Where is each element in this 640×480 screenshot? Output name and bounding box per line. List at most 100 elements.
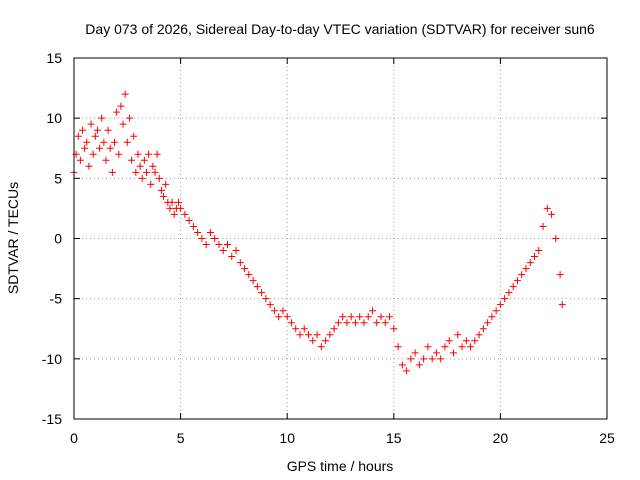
- data-point: [445, 337, 453, 345]
- y-tick-label: -5: [50, 291, 63, 307]
- plot-frame: [73, 57, 608, 420]
- data-point: [407, 355, 415, 363]
- data-point: [108, 168, 116, 176]
- data-point: [364, 313, 372, 321]
- data-point: [403, 367, 411, 375]
- data-point: [501, 295, 509, 303]
- x-tick-label: 5: [177, 430, 185, 446]
- y-tick-label: -10: [42, 351, 62, 367]
- data-point: [136, 162, 144, 170]
- data-point: [270, 307, 278, 315]
- data-point: [556, 271, 564, 279]
- data-point: [151, 168, 159, 176]
- data-point: [513, 277, 521, 285]
- data-point: [548, 210, 556, 218]
- data-point: [339, 313, 347, 321]
- data-point: [347, 313, 355, 321]
- data-point: [424, 343, 432, 351]
- data-point: [93, 126, 101, 134]
- data-point: [211, 235, 219, 242]
- data-point: [130, 132, 138, 140]
- data-point: [415, 361, 423, 369]
- y-tick-label: 0: [54, 231, 62, 247]
- x-tick-label: 20: [493, 430, 509, 446]
- data-point: [253, 283, 261, 291]
- data-point: [552, 235, 560, 242]
- data-point: [100, 138, 108, 146]
- data-point: [266, 301, 274, 309]
- data-point: [228, 253, 236, 261]
- data-point: [467, 343, 475, 351]
- data-point: [535, 247, 543, 255]
- data-point: [168, 198, 176, 206]
- data-point: [224, 241, 232, 249]
- data-point: [449, 349, 457, 357]
- data-point: [162, 180, 170, 188]
- data-point: [177, 204, 185, 212]
- data-point: [300, 325, 308, 333]
- data-point: [296, 331, 304, 339]
- data-point: [326, 331, 334, 339]
- data-point: [202, 241, 210, 249]
- data-point: [351, 319, 359, 327]
- data-point: [317, 343, 325, 351]
- x-tick-label: 25: [599, 430, 615, 446]
- data-point: [488, 313, 496, 321]
- data-point: [215, 241, 223, 249]
- data-point: [145, 150, 153, 158]
- data-point: [343, 319, 351, 327]
- data-point: [160, 192, 168, 200]
- x-tick-label: 10: [279, 430, 295, 446]
- data-point: [411, 349, 419, 357]
- data-point: [454, 331, 462, 339]
- data-point: [322, 337, 330, 345]
- data-point: [98, 114, 106, 122]
- data-point: [509, 283, 517, 291]
- data-point: [189, 222, 197, 230]
- data-point: [492, 307, 500, 315]
- data-point: [330, 325, 338, 333]
- data-point: [287, 319, 295, 327]
- x-tick-label: 0: [70, 430, 78, 446]
- data-point: [115, 150, 123, 158]
- data-point: [96, 144, 104, 152]
- data-point: [119, 120, 127, 128]
- data-point: [462, 337, 470, 345]
- data-point: [283, 313, 291, 321]
- data-point: [377, 313, 385, 321]
- data-point: [111, 138, 119, 146]
- data-point: [305, 331, 313, 339]
- data-point: [140, 156, 148, 164]
- data-point: [79, 126, 87, 134]
- data-point: [334, 319, 342, 327]
- data-point: [142, 168, 150, 176]
- data-point: [198, 235, 206, 242]
- data-point: [522, 265, 530, 273]
- data-point: [437, 355, 445, 363]
- data-point: [113, 108, 121, 116]
- data-point: [81, 144, 89, 152]
- data-series: [70, 90, 566, 375]
- data-point: [484, 319, 492, 327]
- data-point: [91, 132, 99, 140]
- x-axis-ticks: 0 5 10 15 20 25: [70, 58, 615, 446]
- data-point: [106, 144, 114, 152]
- data-point: [89, 150, 97, 158]
- data-point: [236, 259, 244, 267]
- data-point: [241, 265, 249, 273]
- data-point: [170, 210, 178, 218]
- data-point: [155, 174, 163, 182]
- data-point: [381, 319, 389, 327]
- data-point: [132, 168, 140, 176]
- data-point: [390, 325, 398, 333]
- data-point: [128, 156, 136, 164]
- data-point: [398, 361, 406, 369]
- data-point: [432, 349, 440, 357]
- data-point: [558, 301, 566, 309]
- y-tick-label: 15: [46, 50, 62, 66]
- data-point: [185, 216, 193, 224]
- data-point: [134, 150, 142, 158]
- y-tick-label: 5: [54, 170, 62, 186]
- data-point: [356, 313, 364, 321]
- data-point: [475, 331, 483, 339]
